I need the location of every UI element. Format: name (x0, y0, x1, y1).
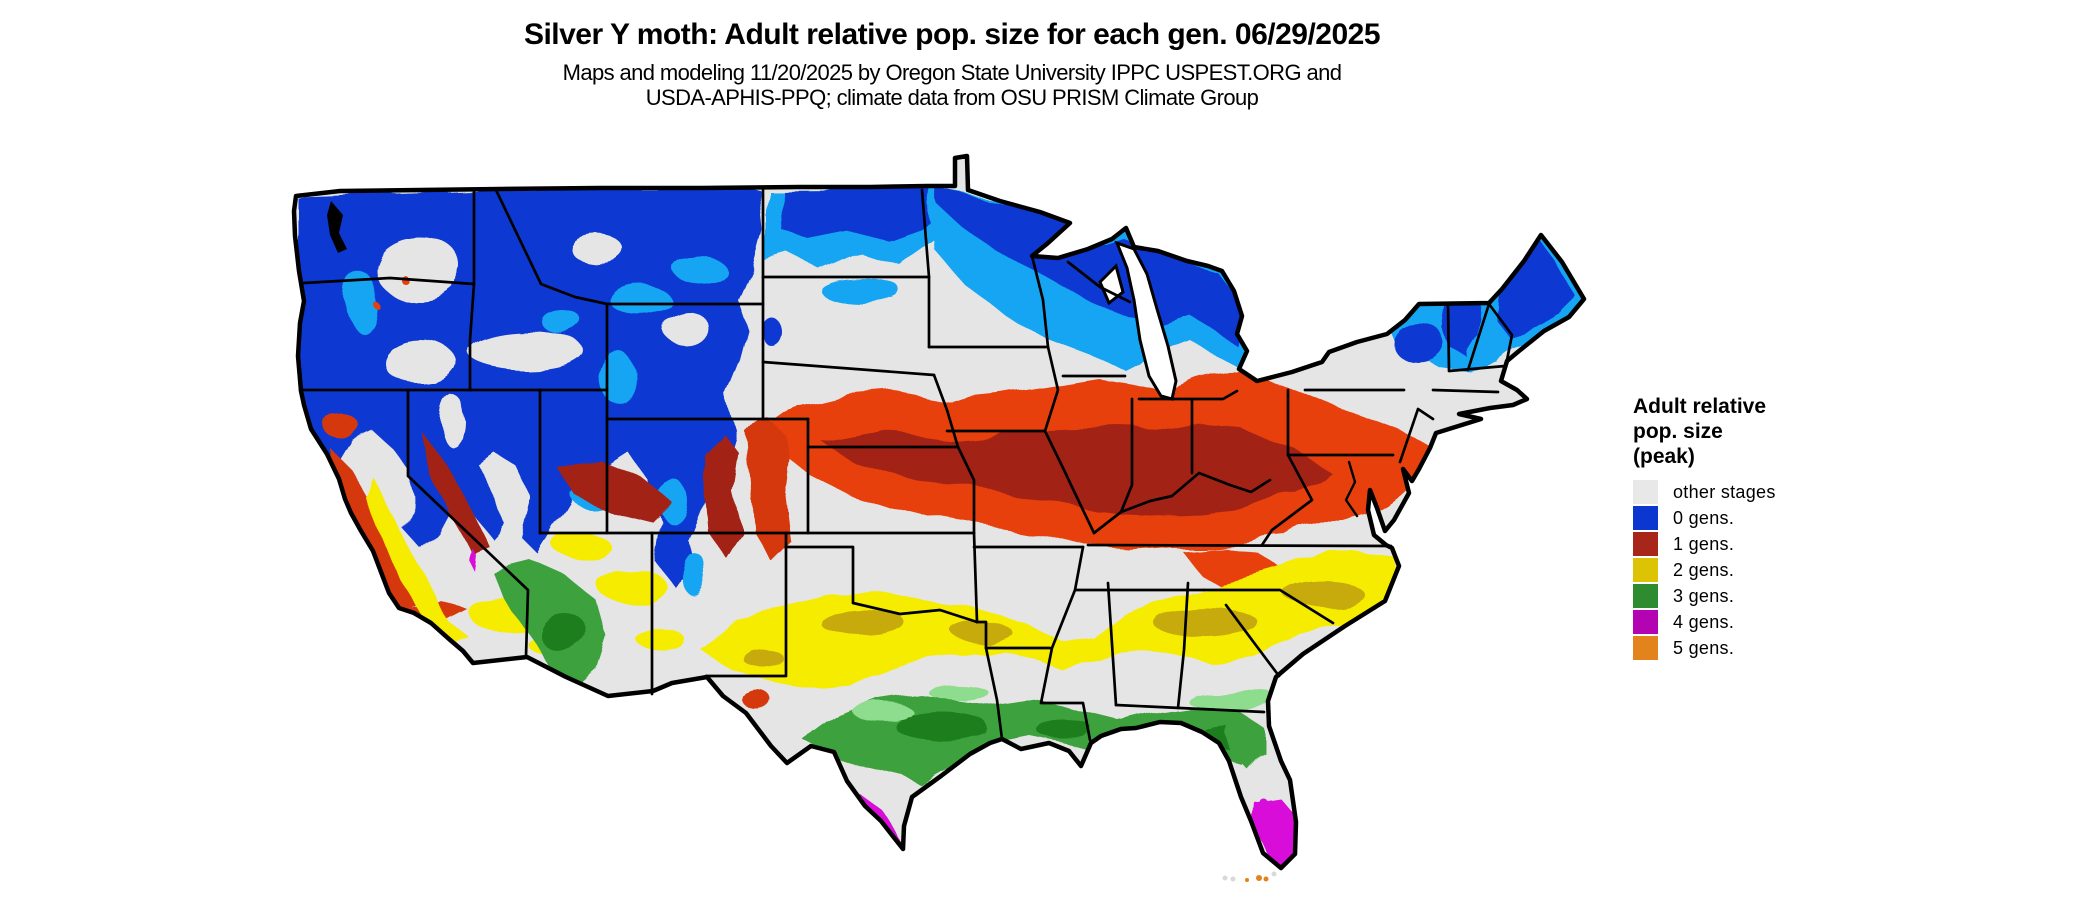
legend-item-other-stages: other stages (1633, 479, 1893, 505)
legend-swatch-1-gens (1633, 532, 1658, 556)
band-5-gens-orange (1222, 871, 1277, 882)
band-3-gens-green (491, 561, 1281, 781)
legend-title-line-3: (peak) (1633, 445, 1695, 468)
page-subtitle: Maps and modeling 11/20/2025 by Oregon S… (0, 60, 1904, 110)
legend-label: 5 gens. (1673, 637, 1735, 658)
legend: Adult relative pop. size (peak) other st… (1633, 394, 1893, 661)
generation-bands (296, 187, 1584, 866)
legend-swatch-5-gens (1633, 636, 1658, 660)
green-bay (1098, 263, 1125, 306)
legend-item-0-gens: 0 gens. (1633, 505, 1893, 531)
legend-title: Adult relative pop. size (peak) (1633, 394, 1893, 469)
legend-title-line-1: Adult relative (1633, 395, 1767, 418)
legend-swatch-other-stages (1633, 480, 1658, 504)
legend-title-line-2: pop. size (1633, 420, 1723, 443)
subtitle-line-2: USDA-APHIS-PPQ; climate data from OSU PR… (645, 85, 1259, 110)
legend-item-3-gens: 3 gens. (1633, 583, 1893, 609)
legend-label: other stages (1673, 481, 1776, 502)
puget-sound (327, 201, 347, 253)
legend-swatch-2-gens (1633, 558, 1658, 582)
band-1-gens-red (323, 273, 1430, 710)
legend-item-1-gens: 1 gens. (1633, 531, 1893, 557)
legend-swatch-3-gens (1633, 584, 1658, 608)
legend-label: 2 gens. (1673, 559, 1735, 580)
legend-item-2-gens: 2 gens. (1633, 557, 1893, 583)
state-borders (298, 188, 1514, 742)
subtitle-line-1: Maps and modeling 11/20/2025 by Oregon S… (562, 60, 1342, 85)
legend-label: 3 gens. (1673, 585, 1735, 606)
legend-item-4-gens: 4 gens. (1633, 609, 1893, 635)
band-0-gens-blue (296, 187, 1584, 599)
legend-label: 0 gens. (1673, 507, 1735, 528)
chesapeake-bay (1344, 460, 1359, 518)
page-title: Silver Y moth: Adult relative pop. size … (523, 18, 1381, 51)
legend-item-5-gens: 5 gens. (1633, 635, 1893, 661)
basin-holes (374, 234, 710, 446)
legend-swatch-0-gens (1633, 506, 1658, 530)
legend-label: 4 gens. (1673, 611, 1735, 632)
header: Silver Y moth: Adult relative pop. size … (0, 0, 1904, 110)
legend-swatch-4-gens (1633, 610, 1658, 634)
legend-label: 1 gens. (1673, 533, 1735, 554)
